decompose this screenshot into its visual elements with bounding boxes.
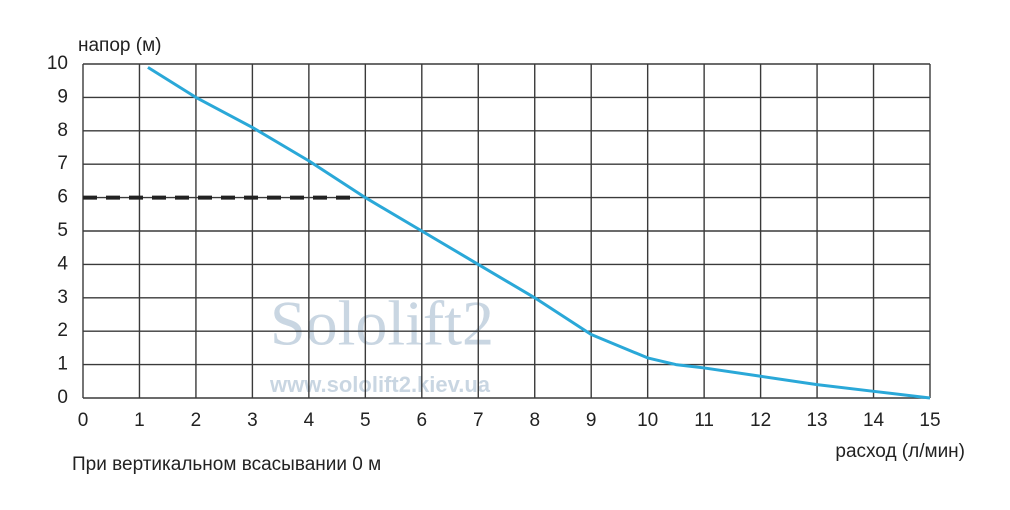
watermark: Sololift2 <box>270 288 494 359</box>
x-tick-label: 1 <box>134 410 145 431</box>
y-tick-label: 7 <box>57 153 68 174</box>
y-tick-label: 1 <box>57 354 68 375</box>
x-axis-label: расход (л/мин) <box>835 441 965 462</box>
x-tick-label: 4 <box>304 410 315 431</box>
y-tick-label: 4 <box>57 253 68 274</box>
x-tick-label: 15 <box>919 410 940 431</box>
x-tick-label: 5 <box>360 410 371 431</box>
x-tick-label: 11 <box>694 410 714 431</box>
x-tick-label: 10 <box>637 410 658 431</box>
x-tick-label: 3 <box>247 410 258 431</box>
watermark-url: www.sololift2.kiev.ua <box>269 372 491 397</box>
y-tick-label: 9 <box>57 86 68 107</box>
y-tick-label: 3 <box>57 287 68 308</box>
y-tick-label: 8 <box>57 120 68 141</box>
y-tick-label: 2 <box>57 320 68 341</box>
y-tick-label: 6 <box>57 187 68 208</box>
x-tick-label: 6 <box>417 410 428 431</box>
x-tick-label: 2 <box>191 410 202 431</box>
series-line <box>147 66 931 400</box>
y-tick-label: 0 <box>57 387 68 408</box>
x-tick-label: 12 <box>750 410 771 431</box>
y-tick-label: 5 <box>57 220 68 241</box>
footnote: При вертикальном всасывании 0 м <box>72 454 381 475</box>
x-tick-label: 0 <box>78 410 89 431</box>
x-tick-label: 8 <box>529 410 540 431</box>
x-tick-label: 13 <box>806 410 827 431</box>
x-tick-label: 14 <box>863 410 885 431</box>
y-axis-label: напор (м) <box>78 35 161 56</box>
y-tick-label: 10 <box>47 53 68 74</box>
x-tick-label: 7 <box>473 410 484 431</box>
x-tick-label: 9 <box>586 410 597 431</box>
